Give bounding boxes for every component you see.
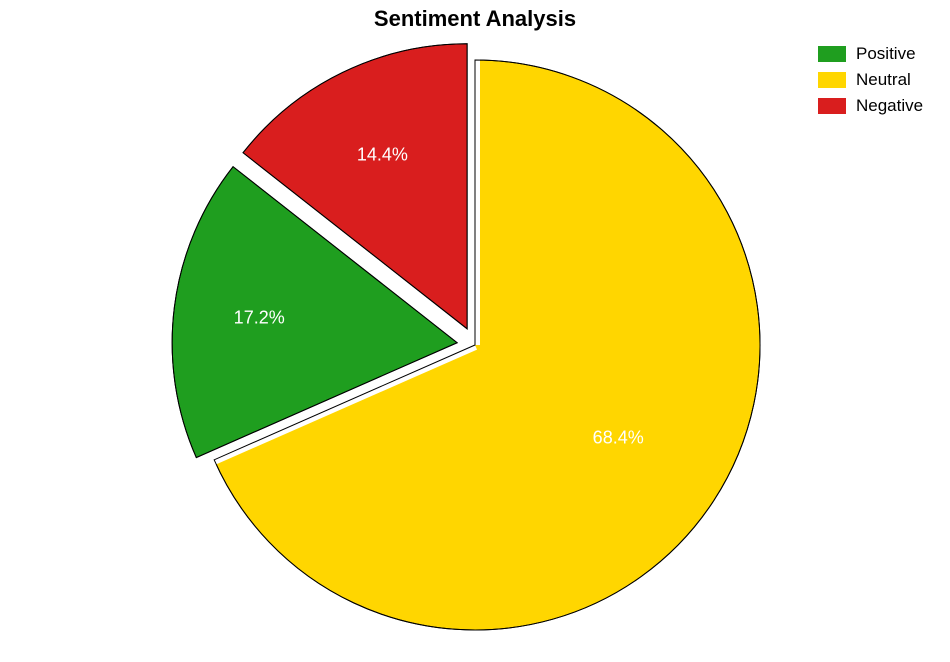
chart-container: Sentiment Analysis 68.4% 17.2% 14.4% Posit… [0,0,950,662]
legend-swatch [818,98,846,114]
legend-item-neutral: Neutral [818,70,923,90]
pie-chart [0,0,950,662]
slice-label-neutral: 68.4% [593,428,644,449]
legend-item-positive: Positive [818,44,923,64]
legend-swatch [818,46,846,62]
legend-label: Neutral [856,70,911,90]
slice-label-negative: 14.4% [357,144,408,165]
legend-label: Negative [856,96,923,116]
slice-label-positive: 17.2% [234,307,285,328]
legend: Positive Neutral Negative [818,44,923,122]
legend-item-negative: Negative [818,96,923,116]
chart-title: Sentiment Analysis [0,6,950,32]
legend-label: Positive [856,44,916,64]
legend-swatch [818,72,846,88]
